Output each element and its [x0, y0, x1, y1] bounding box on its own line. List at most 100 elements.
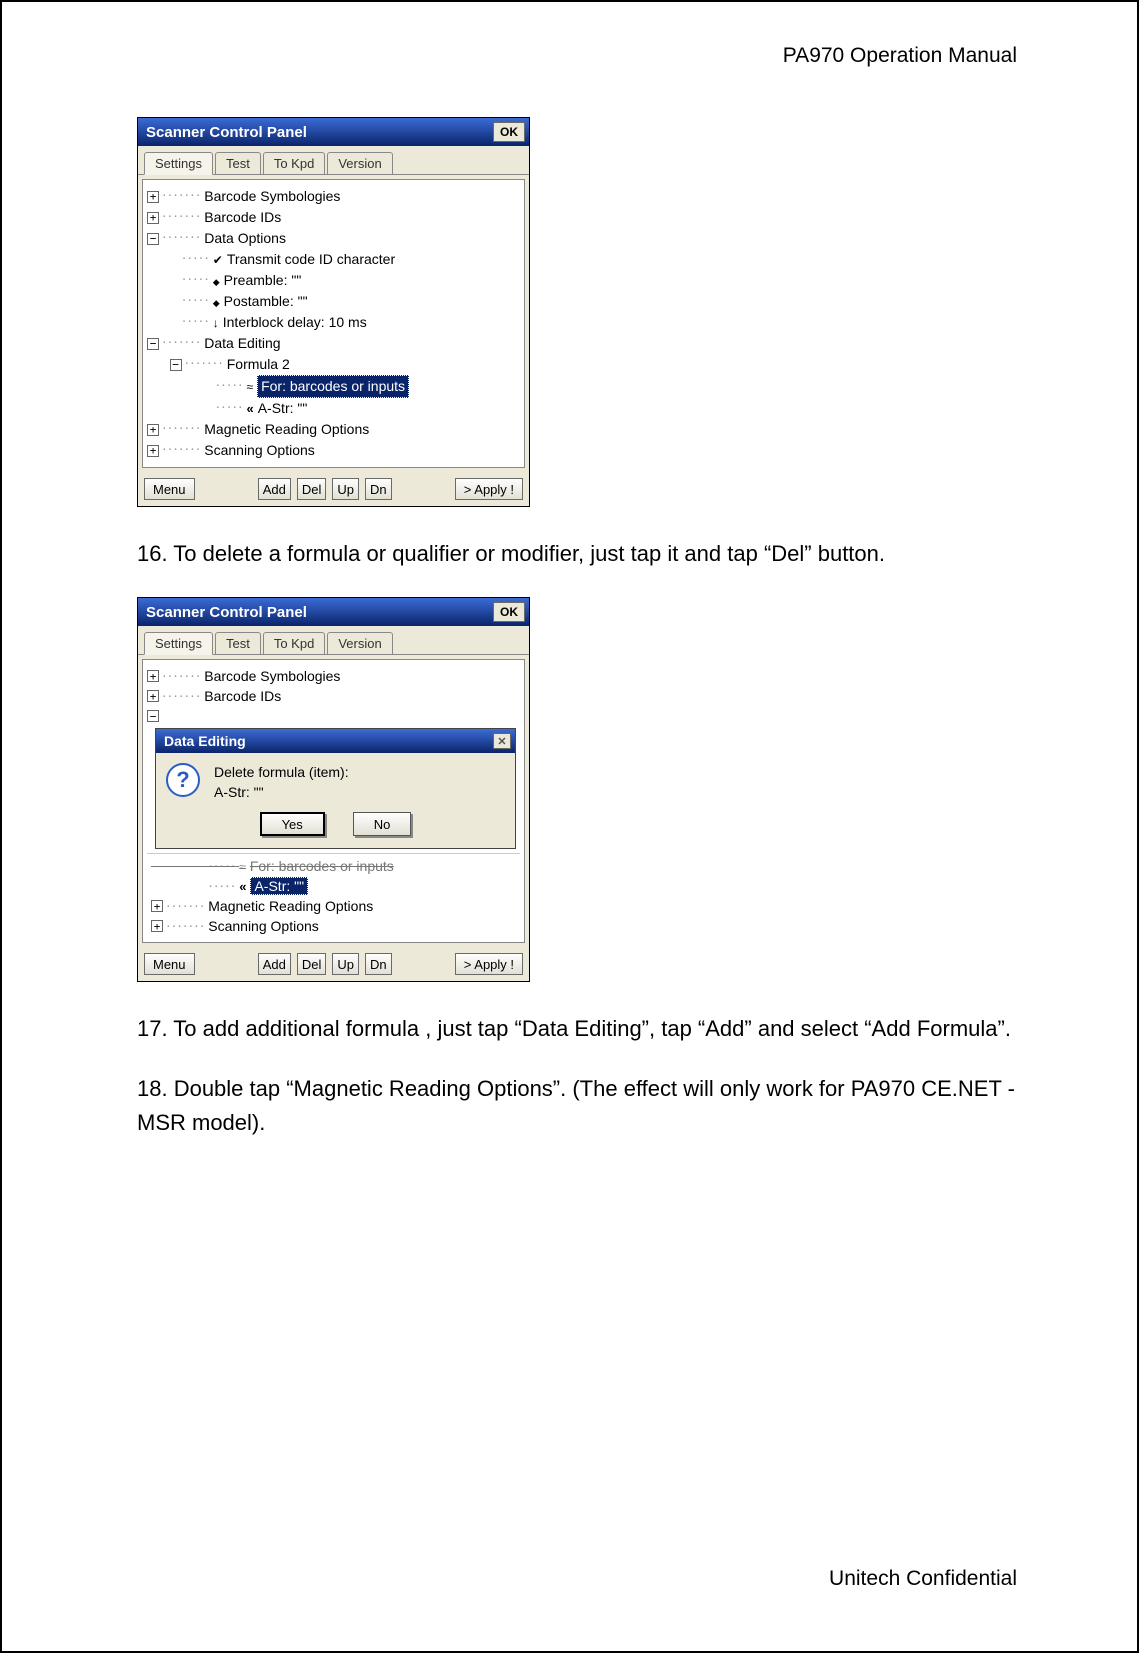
tree-row[interactable]: ····· Transmit code ID character	[147, 249, 520, 270]
tree-label: Barcode IDs	[204, 207, 281, 228]
menu-button[interactable]: Menu	[144, 953, 195, 975]
scanner-window-2: Scanner Control Panel OK Settings Test T…	[137, 597, 530, 982]
scanner-window-1: Scanner Control Panel OK Settings Test T…	[137, 117, 530, 507]
confirm-dialog: Data Editing ✕ ? Delete formula (item): …	[155, 728, 516, 849]
tree-row[interactable]: ····· Postamble: ""	[147, 291, 520, 312]
dialog-message-line1: Delete formula (item):	[214, 763, 349, 783]
tab-tokpd[interactable]: To Kpd	[263, 632, 325, 654]
expand-icon[interactable]: +	[151, 900, 163, 912]
tab-tokpd[interactable]: To Kpd	[263, 152, 325, 174]
tree-row[interactable]: +······· Barcode IDs	[147, 207, 520, 228]
tab-test[interactable]: Test	[215, 152, 261, 174]
expand-icon[interactable]: +	[147, 670, 159, 682]
tree-row[interactable]: +······· Magnetic Reading Options	[151, 896, 516, 916]
tree-label: Scanning Options	[204, 440, 315, 461]
tree-label: Magnetic Reading Options	[204, 419, 369, 440]
tree-label: For: barcodes or inputs	[250, 858, 394, 874]
tree-row[interactable]: ····· Interblock delay: 10 ms	[147, 312, 520, 333]
tree-label: Postamble: ""	[224, 291, 308, 312]
page-footer: Unitech Confidential	[829, 1567, 1017, 1591]
tree-label: Barcode Symbologies	[204, 186, 340, 207]
yes-button[interactable]: Yes	[260, 812, 325, 836]
tree-row[interactable]: ····· Preamble: ""	[147, 270, 520, 291]
page-header: PA970 Operation Manual	[783, 44, 1017, 68]
tab-test[interactable]: Test	[215, 632, 261, 654]
laquo-icon	[246, 398, 257, 419]
approx-icon	[246, 376, 257, 397]
tree-row[interactable]: +······· Barcode Symbologies	[147, 666, 520, 686]
approx-icon	[239, 858, 250, 874]
ok-button[interactable]: OK	[493, 122, 525, 142]
no-button[interactable]: No	[353, 812, 412, 836]
tree-row[interactable]: +······· Scanning Options	[147, 440, 520, 461]
tree-row[interactable]: −	[147, 706, 520, 726]
expand-icon[interactable]: +	[147, 690, 159, 702]
tab-settings[interactable]: Settings	[144, 632, 213, 655]
ok-button[interactable]: OK	[493, 602, 525, 622]
tree-row[interactable]: ····· For: barcodes or inputs	[147, 375, 520, 398]
tree-row[interactable]: +······· Magnetic Reading Options	[147, 419, 520, 440]
tree-label-selected: For: barcodes or inputs	[257, 375, 409, 398]
expand-icon[interactable]: +	[147, 212, 159, 224]
diamond-icon	[213, 291, 224, 312]
tree-label: Data Editing	[204, 333, 280, 354]
tab-strip: Settings Test To Kpd Version	[138, 626, 529, 655]
bottom-toolbar: Menu Add Del Up Dn > Apply !	[138, 472, 529, 506]
tree-row[interactable]: ····· A-Str: ""	[151, 876, 516, 896]
collapse-icon[interactable]: −	[170, 359, 182, 371]
tree-label: Barcode Symbologies	[204, 668, 340, 684]
del-button[interactable]: Del	[297, 953, 327, 975]
laquo-icon	[239, 878, 250, 894]
tree-row[interactable]: +······· Barcode Symbologies	[147, 186, 520, 207]
window-titlebar[interactable]: Scanner Control Panel OK	[138, 118, 529, 146]
window-titlebar[interactable]: Scanner Control Panel OK	[138, 598, 529, 626]
menu-button[interactable]: Menu	[144, 478, 195, 500]
expand-icon[interactable]: +	[147, 191, 159, 203]
tree-label: Scanning Options	[208, 918, 319, 934]
del-button[interactable]: Del	[297, 478, 327, 500]
tab-settings[interactable]: Settings	[144, 152, 213, 175]
tree-label: Transmit code ID character	[227, 249, 395, 270]
collapse-icon[interactable]: −	[147, 710, 159, 722]
tree-row[interactable]: −······· Formula 2	[147, 354, 520, 375]
tree-row[interactable]: +······· Scanning Options	[151, 916, 516, 936]
tree-row[interactable]: ····· A-Str: ""	[147, 398, 520, 419]
tree-label-selected: A-Str: ""	[250, 877, 308, 895]
collapse-icon[interactable]: −	[147, 338, 159, 350]
dn-button[interactable]: Dn	[365, 953, 392, 975]
window-title: Scanner Control Panel	[146, 124, 307, 141]
step-18-text: 18. Double tap “Magnetic Reading Options…	[137, 1072, 1017, 1140]
tree-label: Magnetic Reading Options	[208, 898, 373, 914]
tree-row-obscured: ····· For: barcodes or inputs	[151, 856, 516, 876]
apply-button[interactable]: > Apply !	[455, 478, 523, 500]
apply-button[interactable]: > Apply !	[455, 953, 523, 975]
settings-tree[interactable]: +······· Barcode Symbologies +······· Ba…	[142, 179, 525, 468]
document-page: PA970 Operation Manual Scanner Control P…	[0, 0, 1139, 1653]
tab-version[interactable]: Version	[327, 632, 392, 654]
add-button[interactable]: Add	[258, 478, 291, 500]
collapse-icon[interactable]: −	[147, 233, 159, 245]
expand-icon[interactable]: +	[147, 445, 159, 457]
up-button[interactable]: Up	[332, 478, 359, 500]
tab-strip: Settings Test To Kpd Version	[138, 146, 529, 175]
expand-icon[interactable]: +	[151, 920, 163, 932]
up-button[interactable]: Up	[332, 953, 359, 975]
tree-obscured-section: ····· For: barcodes or inputs ····· A-St…	[147, 853, 520, 942]
close-icon[interactable]: ✕	[493, 733, 511, 749]
dialog-buttons: Yes No	[156, 806, 515, 848]
down-arrow-icon	[213, 312, 223, 333]
tree-row[interactable]: −······· Data Options	[147, 228, 520, 249]
tab-version[interactable]: Version	[327, 152, 392, 174]
dialog-title-text: Data Editing	[164, 733, 246, 749]
add-button[interactable]: Add	[258, 953, 291, 975]
dn-button[interactable]: Dn	[365, 478, 392, 500]
expand-icon[interactable]: +	[147, 424, 159, 436]
question-icon: ?	[166, 763, 200, 797]
tree-row[interactable]: −······· Data Editing	[147, 333, 520, 354]
window-title: Scanner Control Panel	[146, 604, 307, 621]
tree-label: Interblock delay: 10 ms	[223, 312, 367, 333]
dialog-body: ? Delete formula (item): A-Str: ""	[156, 753, 515, 806]
dialog-titlebar[interactable]: Data Editing ✕	[156, 729, 515, 753]
tree-label: A-Str: ""	[258, 398, 308, 419]
tree-row[interactable]: +······· Barcode IDs	[147, 686, 520, 706]
